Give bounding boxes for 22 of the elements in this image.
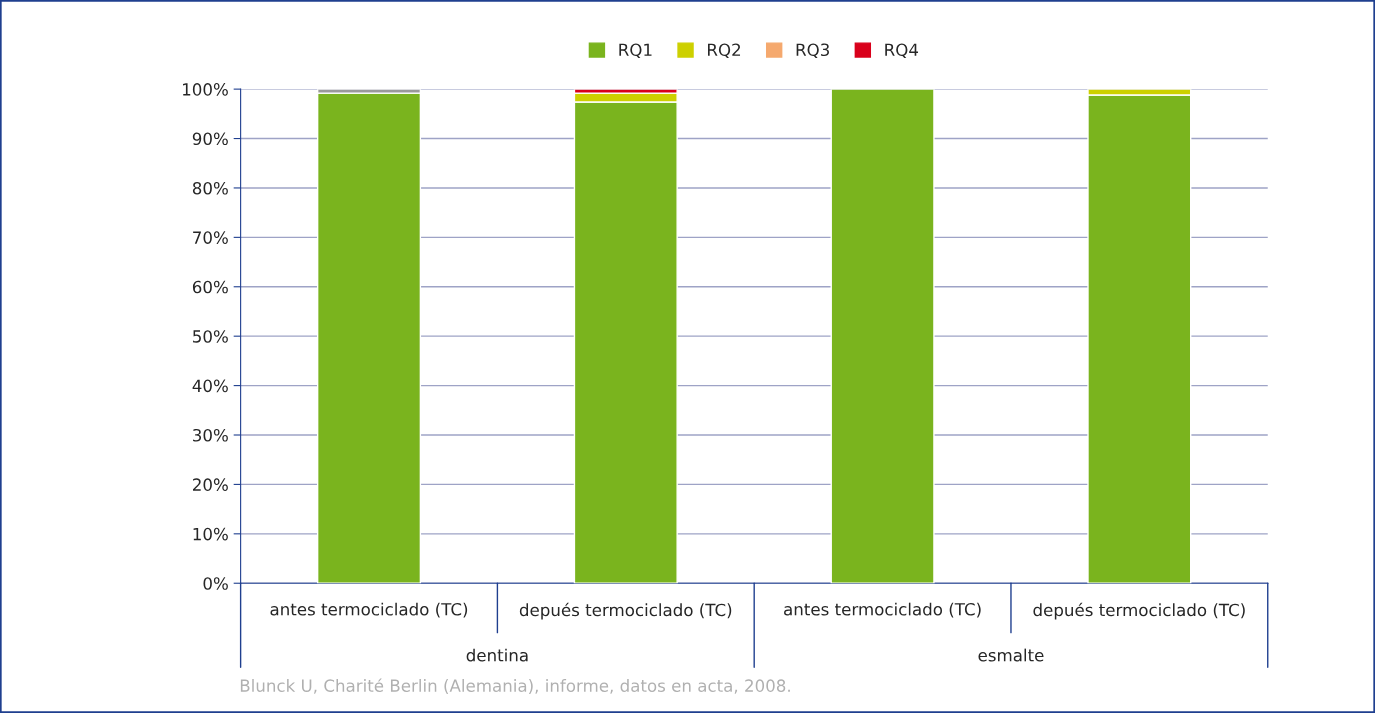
text: dentina bbox=[466, 648, 528, 662]
text: esmalte bbox=[978, 648, 1044, 662]
y-tick-label: 60% bbox=[192, 280, 228, 294]
y-tick-label: 100% bbox=[183, 83, 228, 96]
x-tick-label: antes termociclado (TC) bbox=[270, 602, 468, 618]
y-tick-label: 50% bbox=[193, 330, 228, 343]
y-tick-label: 10% bbox=[193, 527, 228, 541]
x-tick-label: depués termociclado (TC) bbox=[519, 602, 732, 620]
y-tick-label: 30% bbox=[193, 428, 228, 442]
y-tick-label: 20% bbox=[193, 478, 228, 491]
legend-label: RQ4 bbox=[885, 43, 919, 58]
x-tick-label: depués termociclado (TC) bbox=[1033, 602, 1245, 620]
y-tick-label: 0% bbox=[203, 577, 228, 590]
y-tick-label: 70% bbox=[193, 231, 228, 244]
y-tick-label: 80% bbox=[192, 181, 228, 195]
y-tick-label: 90% bbox=[192, 132, 228, 146]
legend-label: RQ1 bbox=[619, 43, 652, 58]
x-tick-label: antes termociclado (TC) bbox=[784, 602, 981, 618]
y-tick-label: 40% bbox=[192, 379, 228, 393]
text: Blunck U, Charité Berlin (Alemania), informe, datos en acta, 2008. bbox=[240, 678, 790, 694]
legend-label: RQ3 bbox=[796, 43, 829, 58]
legend-label: RQ2 bbox=[708, 43, 741, 58]
